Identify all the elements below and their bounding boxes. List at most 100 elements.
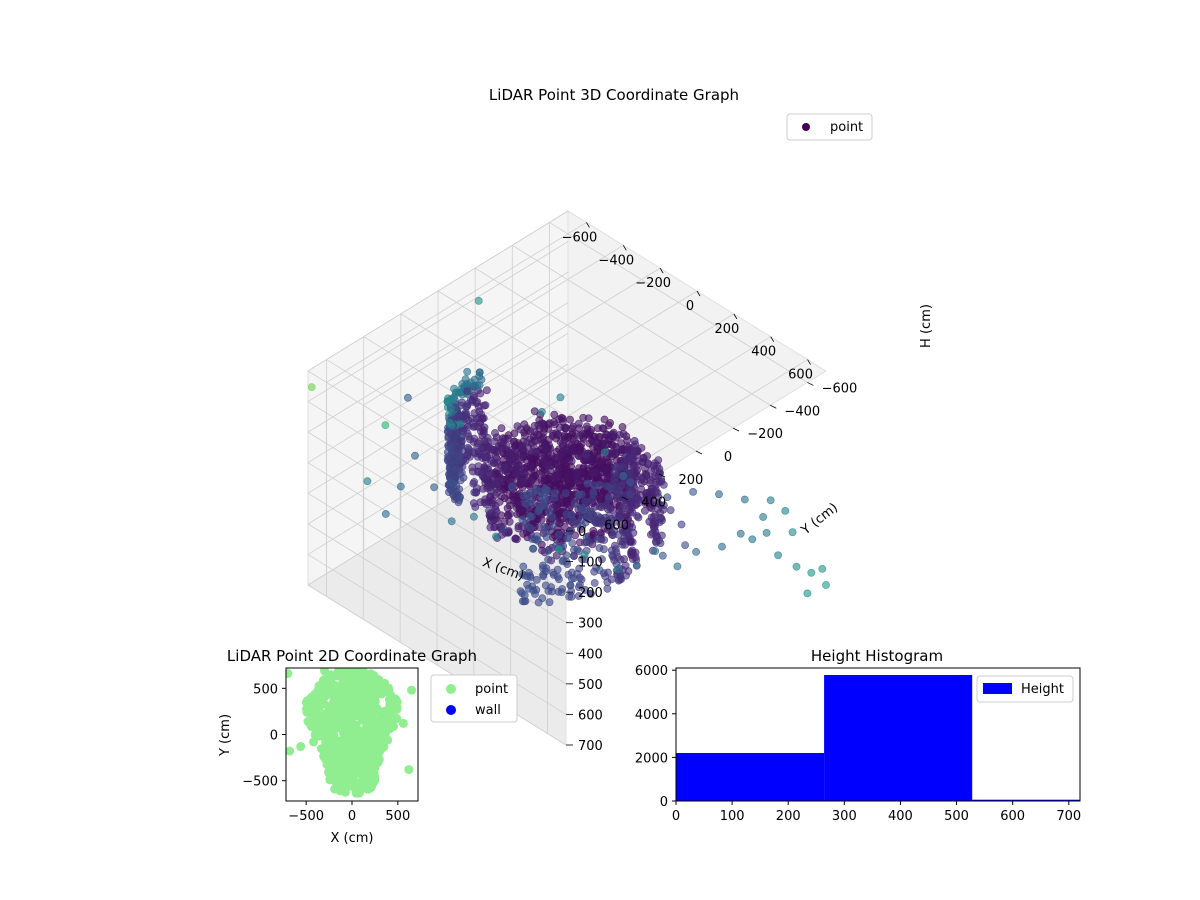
scatter-2d-legend-label-point: point [475, 682, 508, 697]
point-3d [486, 523, 495, 532]
point-3d [600, 545, 608, 554]
point-3d [677, 520, 686, 529]
histogram-bar-0 [676, 753, 825, 801]
point-2d [345, 670, 355, 679]
point-2d [320, 668, 329, 676]
point-3d [652, 537, 660, 546]
point-3d [628, 453, 636, 462]
point-3d [519, 491, 528, 500]
point-3d [538, 502, 547, 510]
point-3d [715, 490, 723, 499]
histogram-legend-swatch [983, 683, 1012, 694]
point-2d [375, 726, 385, 736]
point-3d [523, 572, 532, 581]
point-3d [510, 429, 519, 438]
point-3d [803, 589, 812, 598]
point-3d [626, 478, 635, 486]
point-2d [349, 740, 359, 749]
point-2d [336, 783, 346, 793]
tick-label-x-3d: 0 [686, 299, 694, 314]
point-3d [600, 536, 609, 544]
point-3d [643, 493, 651, 502]
point-3d [520, 597, 529, 606]
point-3d [500, 518, 509, 526]
grid-line-z-side [307, 210, 569, 372]
scatter-2d-panel: LiDAR Point 2D Coordinate Graph −500 0 500… [218, 647, 518, 846]
point-3d [628, 503, 637, 512]
point-3d [500, 463, 509, 472]
point-2d [364, 683, 374, 693]
point-3d [614, 565, 622, 574]
tick-y-3d [732, 427, 740, 432]
point-2d [351, 761, 361, 771]
tick-label-y-3d: 0 [724, 450, 732, 465]
tick-label-z-3d: 700 [578, 739, 603, 754]
grid-line-z-back [307, 492, 567, 654]
point-2d [341, 708, 351, 718]
point-3d [457, 437, 466, 446]
point-3d [588, 496, 597, 504]
point-3d [610, 474, 619, 483]
point-3d [611, 450, 620, 459]
histogram-bar-2 [972, 799, 1080, 801]
point-3d [600, 415, 609, 424]
point-3d [566, 415, 574, 424]
point-3d [637, 485, 646, 494]
point-3d [307, 383, 316, 391]
histogram-legend-label: Height [1021, 682, 1064, 697]
point-2d [326, 672, 336, 682]
point-2d [398, 718, 408, 728]
tick-label-y-hist: 6000 [635, 664, 668, 679]
point-3d [446, 404, 455, 413]
point-3d [585, 538, 594, 547]
point-2d [324, 768, 334, 778]
grid-line-y-floor [549, 222, 808, 383]
point-3d [554, 545, 563, 554]
point-2d [373, 685, 383, 695]
point-3d [443, 397, 452, 406]
point-3d [483, 465, 492, 474]
point-3d [788, 528, 797, 537]
point-3d [774, 551, 782, 560]
point-2d [321, 725, 331, 735]
point-3d [491, 429, 499, 437]
tick-label-y-3d: 600 [604, 519, 629, 534]
point-2d [339, 734, 349, 744]
point-3d [649, 520, 657, 529]
point-3d [484, 443, 493, 452]
point-3d [619, 472, 627, 480]
point-3d [561, 446, 570, 454]
point-2d [376, 708, 386, 718]
point-3d [549, 571, 558, 579]
point-3d [596, 458, 604, 467]
point-3d [581, 497, 590, 506]
point-2d [333, 687, 343, 696]
point-3d [603, 584, 612, 593]
point-3d [508, 456, 517, 465]
tick-y-3d [695, 450, 703, 455]
point-3d [646, 479, 654, 488]
point-3d [456, 420, 465, 428]
point-3d [499, 485, 508, 494]
histogram-title: Height Histogram [811, 647, 943, 665]
point-3d [381, 510, 390, 518]
point-3d [521, 519, 530, 528]
point-3d [544, 546, 553, 555]
point-3d [595, 566, 604, 575]
point-3d [522, 424, 531, 432]
scatter-3d-zlabel: H (cm) [919, 304, 934, 348]
point-3d [563, 480, 572, 489]
tick-x-3d [770, 336, 775, 342]
point-3d [582, 504, 591, 513]
point-3d [607, 575, 616, 584]
grid-line-z-back [307, 584, 567, 746]
tick-y-3d [621, 496, 628, 501]
point-3d [492, 446, 501, 455]
point-3d [557, 588, 566, 597]
point-3d [463, 443, 472, 452]
point-2d [329, 740, 339, 750]
scatter-3d-legend: point [786, 113, 873, 141]
tick-label-y-2d: 0 [270, 729, 278, 744]
histogram-legend-frame [976, 675, 1074, 703]
